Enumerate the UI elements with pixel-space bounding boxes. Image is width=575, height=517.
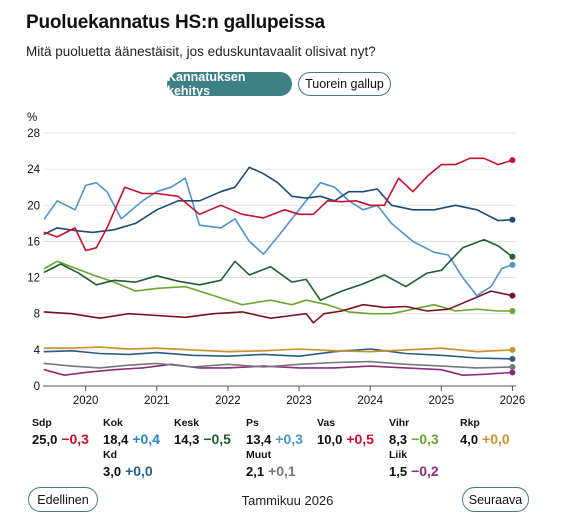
end-marker-liik bbox=[509, 369, 516, 376]
series-line-muut bbox=[43, 360, 514, 369]
legend-label: Ps bbox=[246, 417, 259, 429]
legend-value: 1,5 bbox=[389, 464, 408, 479]
y-tick-label: 24 bbox=[27, 164, 40, 176]
series-line-sdp bbox=[43, 157, 514, 252]
end-marker-sdp bbox=[509, 157, 516, 164]
y-tick-label: 20 bbox=[27, 200, 40, 212]
tab-tuorein-gallup[interactable]: Tuorein gallup bbox=[298, 72, 391, 96]
legend-item-sdp: Sdp 25,0 −0,3 bbox=[32, 417, 89, 447]
legend-item-rkp: Rkp 4,0 +0,0 bbox=[460, 417, 510, 447]
legend-item-vas: Vas 10,0 +0,5 bbox=[317, 417, 374, 447]
y-unit-label: % bbox=[27, 112, 37, 124]
page-title: Puoluekannatus HS:n gallupeissa bbox=[26, 12, 325, 33]
legend-value: 8,3 bbox=[389, 432, 408, 447]
legend-label: Vihr bbox=[389, 417, 410, 429]
period-label: Tammikuu 2026 bbox=[241, 493, 334, 508]
x-tick-label: 2020 bbox=[73, 395, 99, 407]
legend-label: Liik bbox=[389, 449, 408, 461]
legend-change: −0,3 bbox=[411, 431, 439, 447]
legend-change: −0,2 bbox=[411, 463, 439, 479]
legend-label: Sdp bbox=[32, 417, 52, 429]
legend-change: +0,3 bbox=[275, 431, 303, 447]
end-marker-ps bbox=[509, 261, 516, 268]
legend-value: 14,3 bbox=[174, 432, 200, 447]
legend-label: Rkp bbox=[460, 417, 480, 429]
tab-kannatuksen-kehitys[interactable]: Kannatuksen kehitys bbox=[167, 70, 292, 98]
legend-change: +0,0 bbox=[482, 431, 510, 447]
legend-value: 4,0 bbox=[460, 432, 479, 447]
chart-grid bbox=[43, 132, 516, 387]
legend-item-liik: Liik 1,5 −0,2 bbox=[389, 449, 439, 479]
x-tick-label: 2022 bbox=[215, 395, 241, 407]
legend-label: Kesk bbox=[174, 417, 200, 429]
y-tick-label: 0 bbox=[34, 381, 40, 393]
series-end-markers bbox=[509, 157, 516, 376]
series-line-rkp bbox=[43, 346, 514, 353]
y-tick-label: 28 bbox=[27, 128, 40, 140]
x-tick-label: 2023 bbox=[286, 395, 312, 407]
x-tick-label: 2021 bbox=[144, 395, 170, 407]
y-tick-label: 12 bbox=[27, 273, 40, 285]
legend-label: Kd bbox=[103, 449, 117, 461]
legend-change: +0,1 bbox=[268, 463, 296, 479]
series-line-vihr bbox=[43, 260, 514, 315]
end-marker-vas bbox=[509, 292, 516, 299]
legend-change: +0,5 bbox=[346, 431, 374, 447]
y-axis: 0 4 8 12 16 20 24 28% bbox=[27, 112, 41, 393]
series-line-vas bbox=[43, 290, 514, 324]
legend-item-kd: Kd 3,0 +0,0 bbox=[103, 449, 153, 479]
series-line-ps bbox=[43, 177, 514, 297]
legend-item-ps: Ps 13,4 +0,3 bbox=[246, 417, 303, 447]
legend-item-kesk: Kesk 14,3 −0,5 bbox=[174, 417, 231, 447]
legend-value: 2,1 bbox=[246, 464, 265, 479]
end-marker-kd bbox=[509, 355, 516, 362]
legend-value: 18,4 bbox=[103, 432, 129, 447]
end-marker-kok bbox=[509, 216, 516, 223]
next-button[interactable]: Seuraava bbox=[462, 487, 529, 512]
series-lines bbox=[43, 157, 514, 377]
y-tick-label: 4 bbox=[34, 345, 41, 357]
end-marker-kesk bbox=[509, 253, 516, 260]
previous-button[interactable]: Edellinen bbox=[28, 487, 98, 512]
legend-change: +0,4 bbox=[132, 431, 160, 447]
legend-label: Kok bbox=[103, 417, 123, 429]
y-tick-label: 8 bbox=[34, 309, 40, 321]
legend-label: Muut bbox=[246, 449, 272, 461]
x-tick-label: 2026 bbox=[500, 395, 526, 407]
legend-value: 10,0 bbox=[317, 432, 343, 447]
x-tick-label: 2024 bbox=[357, 395, 383, 407]
legend-item-muut: Muut 2,1 +0,1 bbox=[246, 449, 296, 479]
series-line-kok bbox=[43, 166, 514, 235]
series-line-kesk bbox=[43, 238, 514, 301]
legend-item-vihr: Vihr 8,3 −0,3 bbox=[389, 417, 439, 447]
x-axis: 2020 2021 2022 2023 2024 2025 2026 bbox=[73, 386, 525, 407]
legend-label: Vas bbox=[317, 417, 336, 429]
series-line-liik bbox=[43, 363, 514, 377]
legend-change: −0,5 bbox=[203, 431, 231, 447]
x-tick-label: 2025 bbox=[429, 395, 455, 407]
page-subtitle: Mitä puoluetta äänestäisit, jos eduskunt… bbox=[26, 44, 376, 59]
legend-value: 3,0 bbox=[103, 464, 122, 479]
legend-value: 13,4 bbox=[246, 432, 272, 447]
legend-value: 25,0 bbox=[32, 432, 58, 447]
end-marker-muut bbox=[509, 364, 516, 371]
series-line-kd bbox=[43, 348, 514, 360]
legend-change: −0,3 bbox=[61, 431, 89, 447]
end-marker-vihr bbox=[509, 308, 516, 315]
end-marker-rkp bbox=[509, 346, 516, 353]
legend-change: +0,0 bbox=[125, 463, 153, 479]
y-tick-label: 16 bbox=[27, 236, 40, 248]
legend-item-kok: Kok 18,4 +0,4 bbox=[103, 417, 160, 447]
